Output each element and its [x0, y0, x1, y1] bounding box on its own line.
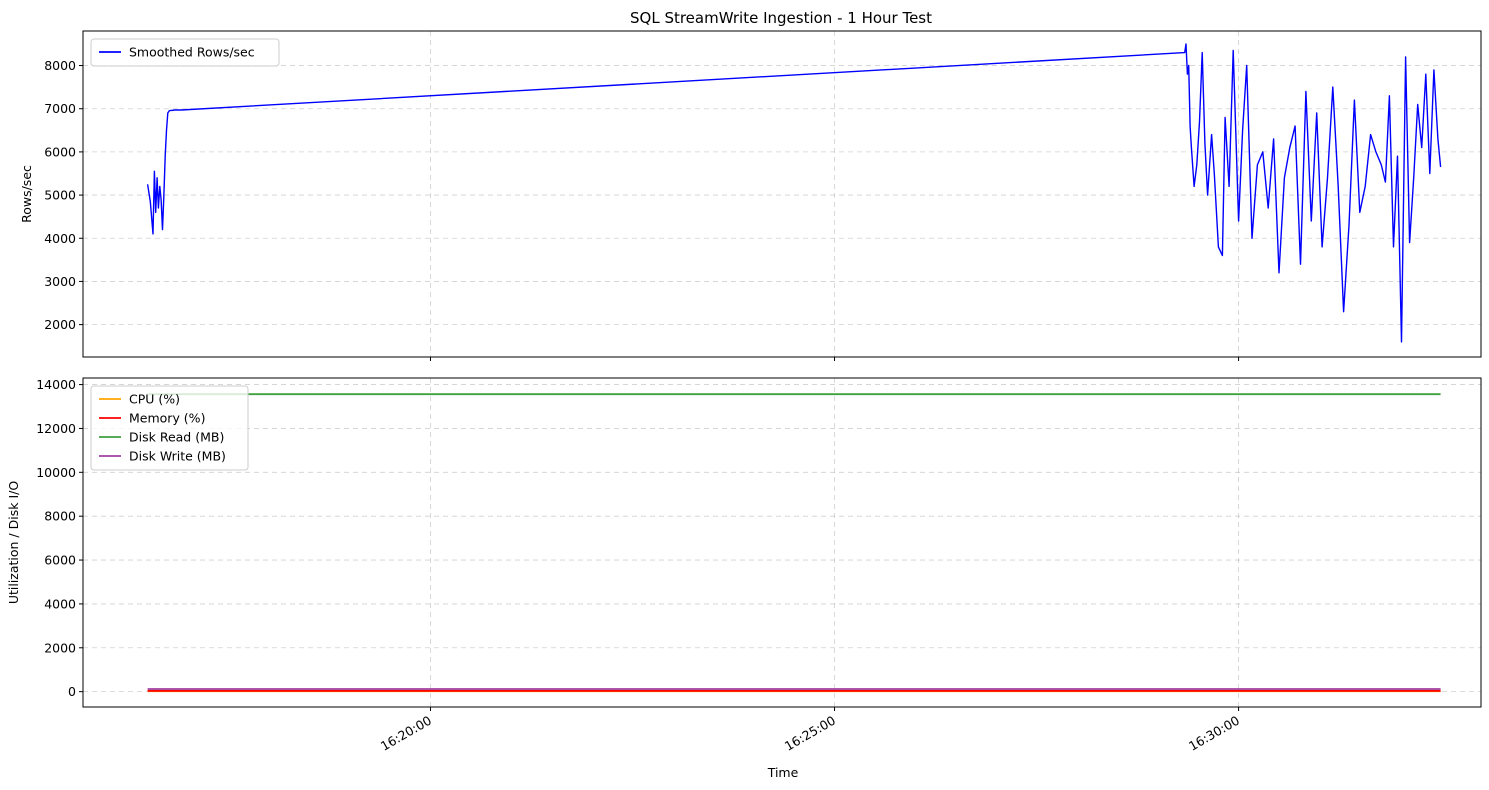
bottom-legend-label: Disk Read (MB) [129, 430, 224, 445]
bottom-ytick-label: 0 [68, 684, 76, 699]
bottom-ytick-label: 14000 [36, 377, 76, 392]
bottom-y-axis-label: Utilization / Disk I/O [6, 481, 21, 605]
bottom-ytick-label: 12000 [36, 421, 76, 436]
top-legend: Smoothed Rows/sec [90, 38, 280, 67]
bottom-xtick-label: 16:25:00 [782, 713, 838, 754]
bottom-ytick-label: 4000 [44, 596, 76, 611]
top-ytick-label: 4000 [44, 231, 76, 246]
top-ytick-label: 8000 [44, 58, 76, 73]
bottom-legend-label: Memory (%) [129, 411, 205, 426]
top-y-axis-label: Rows/sec [19, 165, 34, 223]
bottom-legend-label: Disk Write (MB) [129, 449, 226, 464]
top-ytick-label: 3000 [44, 274, 76, 289]
bottom-ytick-label: 10000 [36, 465, 76, 480]
top-panel: 2000 3000 4000 5000 6000 7000 8000 Rows/sec Sm… [19, 30, 1482, 361]
chart-title: SQL StreamWrite Ingestion - 1 Hour Test [630, 9, 932, 27]
top-ytick-label: 6000 [44, 144, 76, 159]
bottom-ytick-label: 8000 [44, 509, 76, 524]
x-axis-label: Time [767, 765, 799, 780]
bottom-plot-frame [82, 377, 1482, 708]
bottom-xtick-label: 16:30:00 [1186, 713, 1242, 754]
bottom-xtick-label: 16:20:00 [378, 713, 434, 754]
top-plot-frame [82, 30, 1482, 358]
bottom-legend: CPU (%) Memory (%) Disk Read (MB) Disk Writ… [90, 385, 249, 471]
top-series-line-1 [146, 43, 1442, 343]
bottom-legend-label: CPU (%) [129, 392, 180, 407]
top-legend-label: Smoothed Rows/sec [129, 45, 255, 60]
top-ytick-label: 7000 [44, 101, 76, 116]
bottom-panel: 0 2000 4000 6000 8000 10000 12000 14000 16:20:0… [6, 377, 1482, 780]
top-ytick-label: 5000 [44, 188, 76, 203]
bottom-legend-box [90, 385, 249, 471]
top-legend-box [90, 38, 280, 67]
bottom-ytick-label: 2000 [44, 640, 76, 655]
top-ytick-label: 2000 [44, 317, 76, 332]
bottom-ytick-label: 6000 [44, 553, 76, 568]
